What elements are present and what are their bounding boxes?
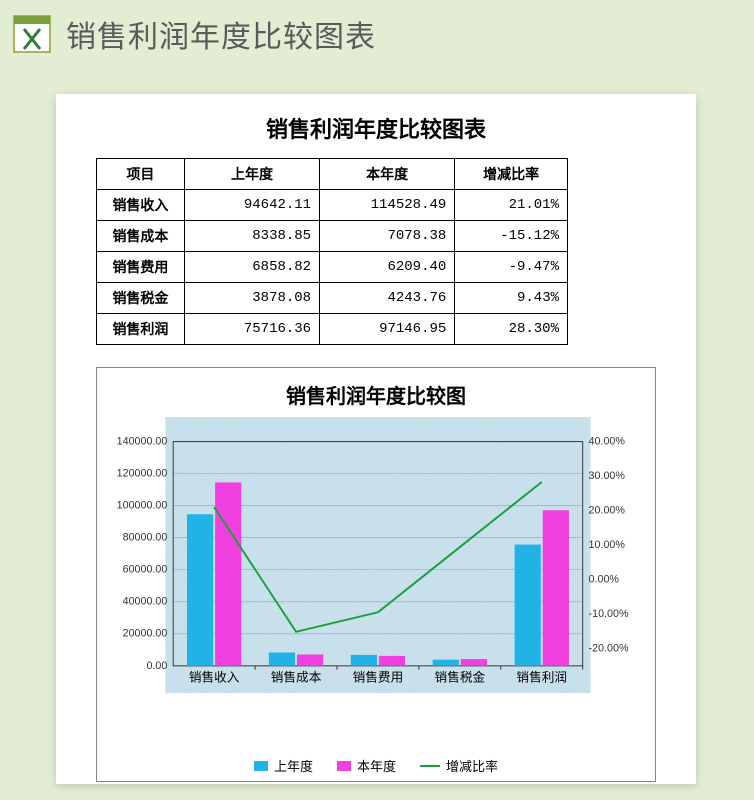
svg-text:120000.00: 120000.00 [117, 468, 168, 480]
svg-text:销售收入: 销售收入 [189, 669, 240, 684]
row-label: 销售费用 [97, 252, 185, 283]
legend-swatch-curr [337, 761, 351, 771]
cell-pct: -15.12% [455, 221, 568, 252]
svg-text:销售税金: 销售税金 [435, 669, 486, 684]
svg-text:-20.00%: -20.00% [589, 643, 629, 655]
cell-pct: 21.01% [455, 190, 568, 221]
svg-text:20.00%: 20.00% [589, 505, 626, 517]
legend-swatch-ratio [420, 765, 440, 767]
svg-text:销售费用: 销售费用 [353, 669, 404, 684]
cell-prev: 6858.82 [184, 252, 319, 283]
comparison-table: 项目 上年度 本年度 增减比率 销售收入94642.11114528.4921.… [96, 158, 568, 345]
cell-prev: 75716.36 [184, 314, 319, 345]
svg-text:40.00%: 40.00% [589, 436, 626, 448]
chart-legend: 上年度 本年度 增减比率 [103, 756, 649, 775]
svg-text:10.00%: 10.00% [589, 539, 626, 551]
table-row: 销售收入94642.11114528.4921.01% [97, 190, 568, 221]
cell-curr: 4243.76 [320, 283, 455, 314]
legend-label-ratio: 增减比率 [446, 756, 498, 775]
legend-prev: 上年度 [254, 756, 313, 775]
row-label: 销售成本 [97, 221, 185, 252]
table-row: 销售费用6858.826209.40-9.47% [97, 252, 568, 283]
cell-curr: 114528.49 [320, 190, 455, 221]
app-header: 销售利润年度比较图表 [0, 0, 754, 64]
svg-text:80000.00: 80000.00 [123, 532, 168, 544]
svg-text:20000.00: 20000.00 [123, 628, 168, 640]
cell-prev: 94642.11 [184, 190, 319, 221]
svg-text:140000.00: 140000.00 [117, 436, 168, 448]
cell-prev: 8338.85 [184, 221, 319, 252]
svg-text:0.00%: 0.00% [589, 574, 620, 586]
table-row: 销售税金3878.084243.769.43% [97, 283, 568, 314]
legend-label-curr: 本年度 [357, 756, 396, 775]
cell-prev: 3878.08 [184, 283, 319, 314]
col-curr: 本年度 [320, 159, 455, 190]
comparison-chart: 0.00 20000.00 40000.00 60000.00 80000.00 1000… [103, 417, 649, 747]
col-item: 项目 [97, 159, 185, 190]
cell-pct: 28.30% [455, 314, 568, 345]
row-label: 销售利润 [97, 314, 185, 345]
cell-pct: 9.43% [455, 283, 568, 314]
col-prev: 上年度 [184, 159, 319, 190]
row-label: 销售税金 [97, 283, 185, 314]
svg-text:40000.00: 40000.00 [123, 596, 168, 608]
svg-text:销售成本: 销售成本 [271, 669, 322, 684]
svg-text:60000.00: 60000.00 [123, 564, 168, 576]
svg-text:30.00%: 30.00% [589, 470, 626, 482]
legend-curr: 本年度 [337, 756, 396, 775]
legend-swatch-prev [254, 761, 268, 771]
cell-pct: -9.47% [455, 252, 568, 283]
col-ratio: 增减比率 [455, 159, 568, 190]
chart-container: 销售利润年度比较图 0.00 20000.00 40000.00 60000.00 80… [96, 367, 656, 782]
table-row: 销售成本8338.857078.38-15.12% [97, 221, 568, 252]
svg-text:-10.00%: -10.00% [589, 608, 629, 620]
chart-title: 销售利润年度比较图 [103, 380, 649, 409]
table-row: 销售利润75716.3697146.9528.30% [97, 314, 568, 345]
cell-curr: 6209.40 [320, 252, 455, 283]
document-page: 销售利润年度比较图表 项目 上年度 本年度 增减比率 销售收入94642.111… [56, 94, 696, 784]
legend-ratio: 增减比率 [420, 756, 498, 775]
svg-text:0.00: 0.00 [146, 660, 167, 672]
svg-text:销售利润: 销售利润 [516, 669, 567, 684]
row-label: 销售收入 [97, 190, 185, 221]
table-title: 销售利润年度比较图表 [96, 112, 656, 144]
table-header-row: 项目 上年度 本年度 增减比率 [97, 159, 568, 190]
legend-label-prev: 上年度 [274, 756, 313, 775]
cell-curr: 7078.38 [320, 221, 455, 252]
svg-text:100000.00: 100000.00 [117, 500, 168, 512]
cell-curr: 97146.95 [320, 314, 455, 345]
header-title: 销售利润年度比较图表 [66, 12, 376, 56]
excel-icon [10, 12, 54, 56]
